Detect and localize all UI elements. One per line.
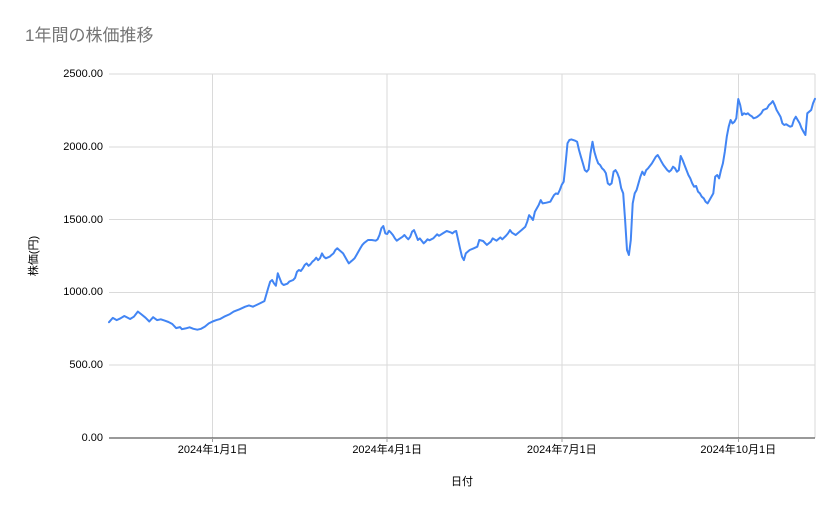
x-tick-label: 2024年4月1日 — [352, 444, 423, 456]
x-tick-label: 2024年10月1日 — [700, 444, 777, 456]
y-tick-label: 500.00 — [69, 359, 103, 372]
y-tick-label: 1000.00 — [63, 286, 103, 299]
y-tick-label: 1500.00 — [63, 213, 103, 226]
chart-title: 1年間の株価推移 — [25, 26, 154, 45]
price-line-series — [108, 97, 816, 331]
y-tick-label: 2000.00 — [63, 140, 103, 153]
y-tick-label: 0.00 — [81, 432, 103, 444]
x-tick-label: 2024年7月1日 — [526, 444, 597, 456]
y-tick-label: 2500.00 — [63, 68, 103, 80]
x-axis-title: 日付 — [451, 476, 473, 488]
x-tick-label: 2024年1月1日 — [177, 444, 248, 456]
